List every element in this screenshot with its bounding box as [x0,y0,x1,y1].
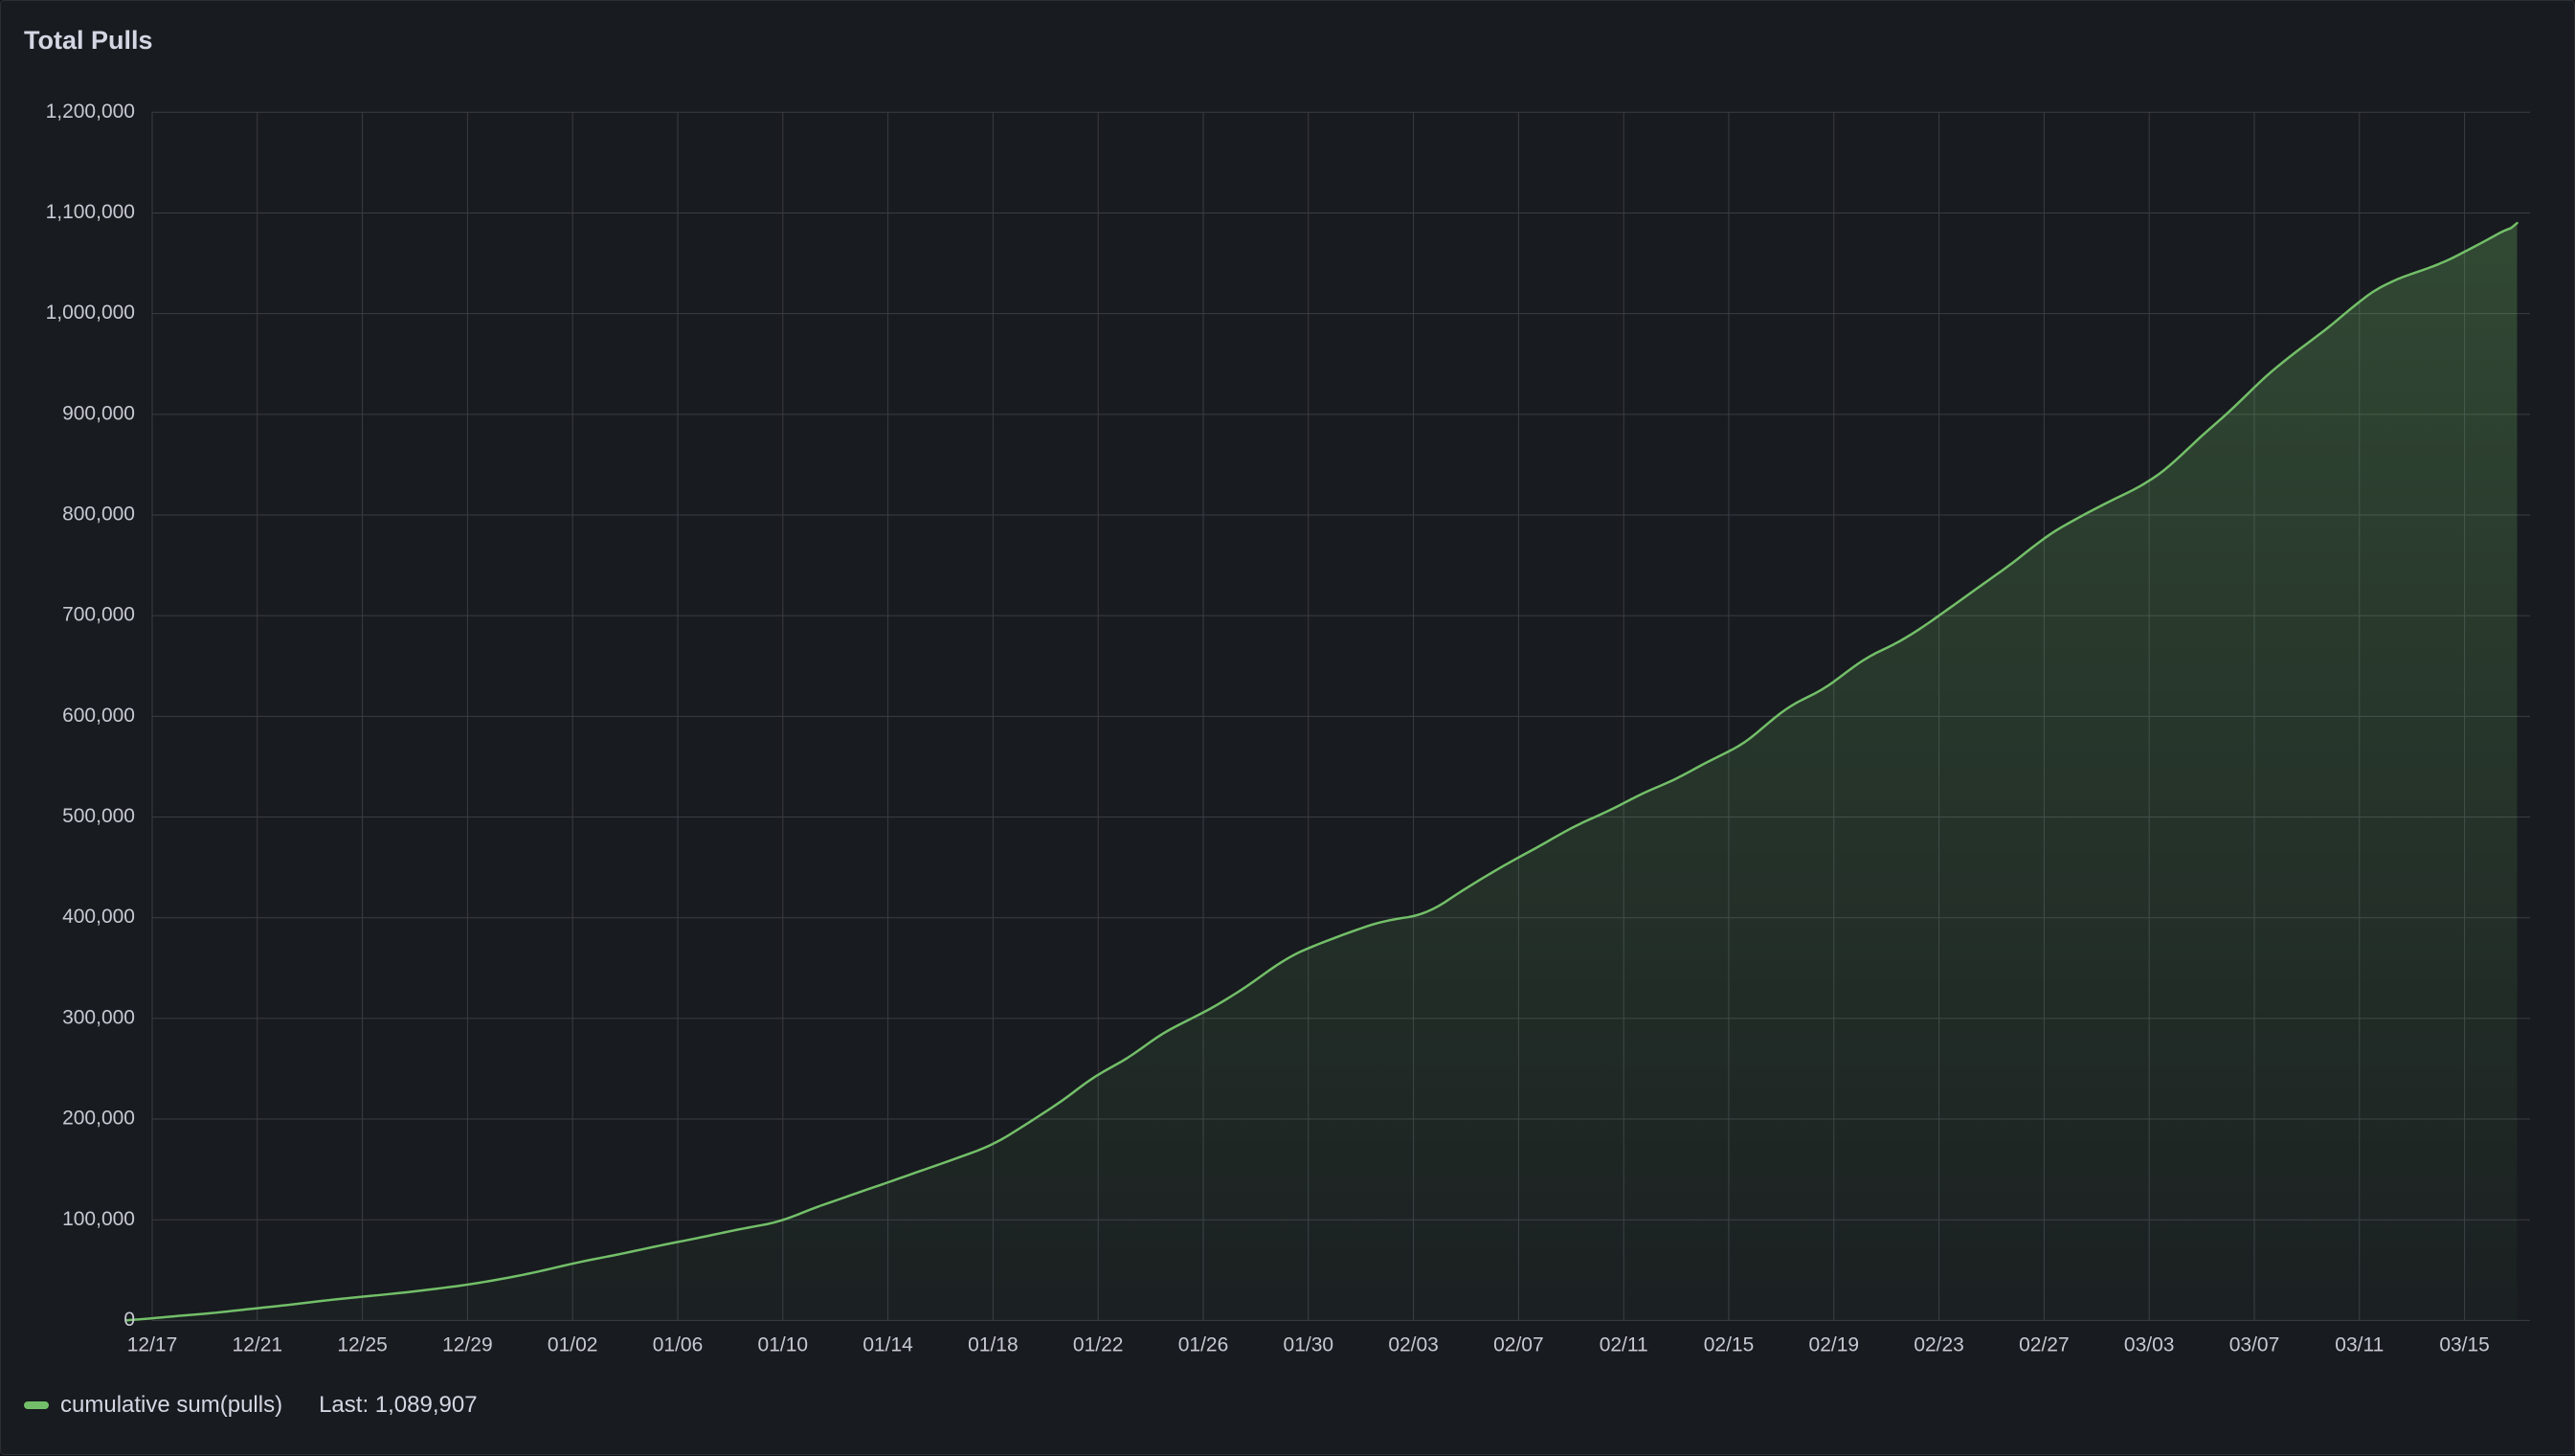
svg-text:02/11: 02/11 [1600,1333,1648,1355]
svg-text:03/07: 03/07 [2229,1333,2280,1355]
svg-text:12/25: 12/25 [337,1333,388,1355]
svg-text:600,000: 600,000 [62,705,135,727]
svg-text:0: 0 [123,1309,135,1331]
svg-text:400,000: 400,000 [62,906,135,928]
svg-text:03/03: 03/03 [2124,1333,2175,1355]
svg-text:02/15: 02/15 [1704,1333,1755,1355]
svg-text:700,000: 700,000 [62,604,135,626]
svg-text:03/11: 03/11 [2335,1333,2384,1355]
svg-text:01/22: 01/22 [1073,1333,1124,1355]
svg-text:1,100,000: 1,100,000 [46,201,135,223]
svg-text:100,000: 100,000 [62,1208,135,1230]
svg-text:12/17: 12/17 [127,1333,178,1355]
svg-text:900,000: 900,000 [62,402,135,424]
svg-text:200,000: 200,000 [62,1108,135,1130]
svg-text:01/30: 01/30 [1284,1333,1334,1355]
svg-text:01/10: 01/10 [758,1333,809,1355]
svg-text:1,200,000: 1,200,000 [46,101,135,123]
svg-text:02/07: 02/07 [1493,1333,1544,1355]
svg-text:02/23: 02/23 [1914,1333,1964,1355]
svg-text:01/14: 01/14 [862,1333,913,1355]
svg-text:02/03: 02/03 [1388,1333,1439,1355]
svg-text:12/29: 12/29 [442,1333,493,1355]
svg-text:02/27: 02/27 [2019,1333,2070,1355]
svg-text:1,000,000: 1,000,000 [46,302,135,324]
svg-text:01/02: 01/02 [548,1333,598,1355]
svg-text:01/06: 01/06 [653,1333,704,1355]
svg-text:800,000: 800,000 [62,504,135,526]
svg-text:500,000: 500,000 [62,805,135,827]
svg-text:300,000: 300,000 [62,1006,135,1028]
svg-text:02/19: 02/19 [1809,1333,1860,1355]
svg-text:01/18: 01/18 [968,1333,1019,1355]
svg-text:03/15: 03/15 [2439,1333,2490,1355]
svg-text:12/21: 12/21 [233,1333,283,1355]
svg-text:01/26: 01/26 [1178,1333,1229,1355]
